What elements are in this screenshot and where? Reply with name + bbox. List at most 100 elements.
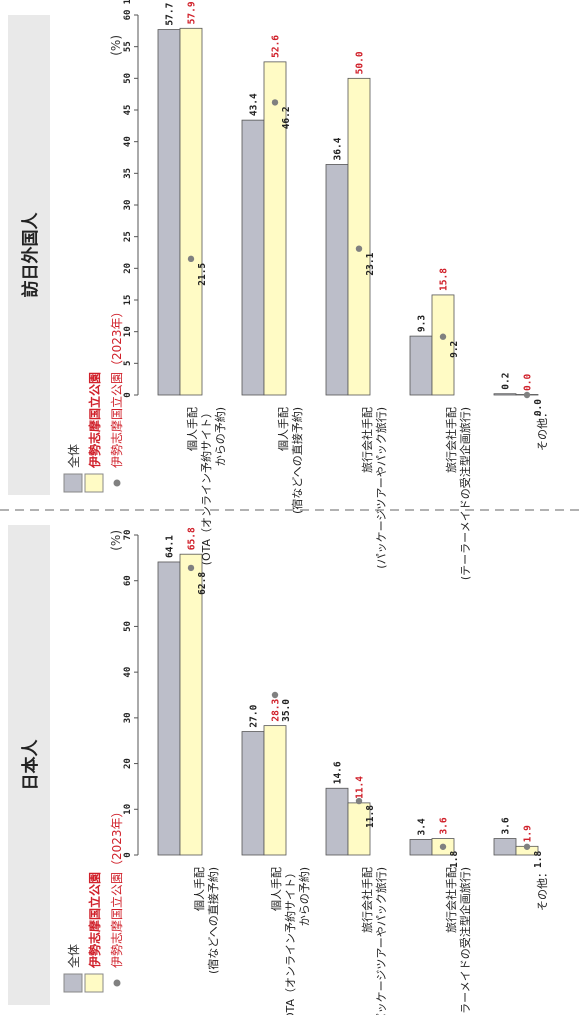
- value-axis-tick-label: 25: [123, 231, 133, 242]
- bar-overall: [157, 561, 181, 856]
- bar-overall: [409, 335, 433, 396]
- data-label-ise2023: 11.8: [365, 805, 376, 828]
- data-label-ise: 52.6: [271, 35, 282, 58]
- legend-swatch-overall: [63, 973, 83, 993]
- bar-overall: [157, 29, 181, 396]
- panel-title: 訪日外国人: [20, 212, 41, 298]
- value-axis-tick-label: 55: [123, 41, 133, 52]
- marker-ise2023: [523, 843, 531, 850]
- data-label-overall: 0.2: [501, 373, 512, 390]
- bar-ise: [179, 27, 203, 396]
- value-axis-tick-label: 45: [123, 105, 133, 116]
- category-label: 個人手配: [192, 867, 206, 911]
- panel-header: 日本人: [8, 525, 50, 1005]
- data-label-ise: 65.8: [187, 527, 198, 550]
- category-label: 旅行会社手配: [360, 867, 374, 933]
- bar-overall: [325, 787, 349, 856]
- legend-swatch-ise: [84, 473, 104, 493]
- value-axis-tick-label: 30: [123, 200, 133, 211]
- bar-ise: [263, 725, 287, 856]
- value-axis-tick-label: 20: [123, 263, 133, 274]
- legend-swatch-ise: [84, 973, 104, 993]
- category-label: からの予約): [213, 407, 227, 466]
- category-label: その他：: [536, 867, 549, 911]
- category-label: (テーラーメイドの受注型企画旅行): [458, 407, 472, 580]
- bar-ise: [179, 553, 203, 856]
- legend-label-overall: 全体: [66, 444, 81, 468]
- marker-ise2023: [187, 564, 195, 572]
- category-label: (宿などへの直接予約): [290, 407, 304, 514]
- category-label: (宿などへの直接予約): [206, 867, 220, 974]
- data-label-ise2023: 46.2: [281, 106, 292, 129]
- panel-title: 日本人: [20, 739, 41, 791]
- legend: 全体 伊勢志摩国立公園 伊勢志摩国立公園（2023年）: [63, 805, 124, 993]
- value-axis-tick-label: 0: [123, 852, 133, 857]
- value-axis-tick-label: 50: [123, 621, 133, 632]
- category-label: 旅行会社手配: [360, 407, 374, 473]
- data-label-ise: 50.0: [355, 51, 366, 74]
- data-label-overall: 64.1: [165, 535, 176, 558]
- value-axis-tick-label: 15: [123, 0, 133, 4]
- category-label: 旅行会社手配: [444, 867, 458, 933]
- data-label-ise2023: 62.8: [197, 572, 208, 595]
- value-axis-tick-label: 35: [123, 168, 133, 179]
- data-label-ise2023: 23.1: [365, 252, 376, 275]
- data-label-ise2023: 9.2: [449, 341, 460, 358]
- legend: 全体 伊勢志摩国立公園 伊勢志摩国立公園（2023年）: [63, 305, 124, 493]
- data-label-overall: 43.4: [249, 93, 260, 116]
- legend-label-ise2023: 伊勢志摩国立公園（2023年）: [109, 805, 124, 968]
- bar-overall: [409, 839, 433, 856]
- data-label-overall: 3.6: [501, 817, 512, 834]
- category-label: その他：: [536, 407, 549, 451]
- value-axis-tick-label: 60: [123, 575, 133, 586]
- legend-label-ise2023: 伊勢志摩国立公園（2023年）: [109, 305, 124, 468]
- data-label-overall: 9.3: [417, 315, 428, 332]
- value-axis-tick-label: 40: [123, 667, 133, 678]
- marker-ise2023: [439, 333, 447, 340]
- bar-overall: [325, 164, 349, 396]
- data-label-ise2023: 35.0: [281, 699, 292, 722]
- panel-header-band: [8, 525, 50, 1005]
- bar-overall: [493, 838, 517, 856]
- value-axis-tick-label: 30: [123, 712, 133, 723]
- bar-ise: [431, 294, 455, 396]
- category-label: からの予約): [297, 867, 311, 926]
- legend-marker-ise2023: [113, 479, 121, 487]
- data-label-ise: 11.4: [355, 776, 366, 799]
- marker-ise2023: [355, 797, 363, 805]
- data-label-ise2023: 1.8: [533, 851, 544, 868]
- data-label-ise: 0.0: [523, 374, 534, 391]
- bar-overall: [241, 119, 265, 396]
- data-label-overall: 36.4: [333, 137, 344, 160]
- data-label-ise: 28.3: [271, 698, 282, 721]
- category-label: 個人手配: [269, 867, 283, 911]
- data-label-overall: 27.0: [249, 704, 260, 727]
- category-label: (OTA（オンライン予約サイト）: [199, 407, 213, 565]
- data-label-ise: 1.9: [523, 825, 534, 842]
- category-label: 個人手配: [276, 407, 290, 451]
- legend-label-overall: 全体: [66, 944, 81, 968]
- marker-ise2023: [355, 245, 363, 252]
- legend-label-ise: 伊勢志摩国立公園: [87, 872, 102, 969]
- data-label-ise: 15.8: [439, 268, 450, 291]
- value-axis-tick-label: 20: [123, 758, 133, 769]
- bar-overall: [241, 731, 265, 856]
- value-axis-tick-label: 5: [123, 361, 133, 366]
- data-label-overall: 14.6: [333, 761, 344, 784]
- data-label-ise: 57.9: [187, 1, 198, 24]
- marker-ise2023: [271, 99, 279, 106]
- category-label: (OTA（オンライン予約サイト）: [283, 867, 297, 1015]
- data-label-ise2023: 21.5: [197, 263, 208, 286]
- category-label: (パッケージツアーやパック旅行): [374, 867, 388, 1015]
- legend-swatch-overall: [63, 473, 83, 493]
- value-axis-tick-label: 40: [123, 136, 133, 147]
- panel-header-band: [8, 15, 50, 495]
- marker-ise2023: [439, 843, 447, 850]
- value-axis-tick-label: 15: [123, 295, 133, 306]
- value-axis-tick-label: 60: [123, 10, 133, 21]
- data-label-ise2023: 0.0: [533, 399, 544, 416]
- legend-marker-ise2023: [113, 979, 121, 987]
- data-label-ise: 3.6: [439, 817, 450, 834]
